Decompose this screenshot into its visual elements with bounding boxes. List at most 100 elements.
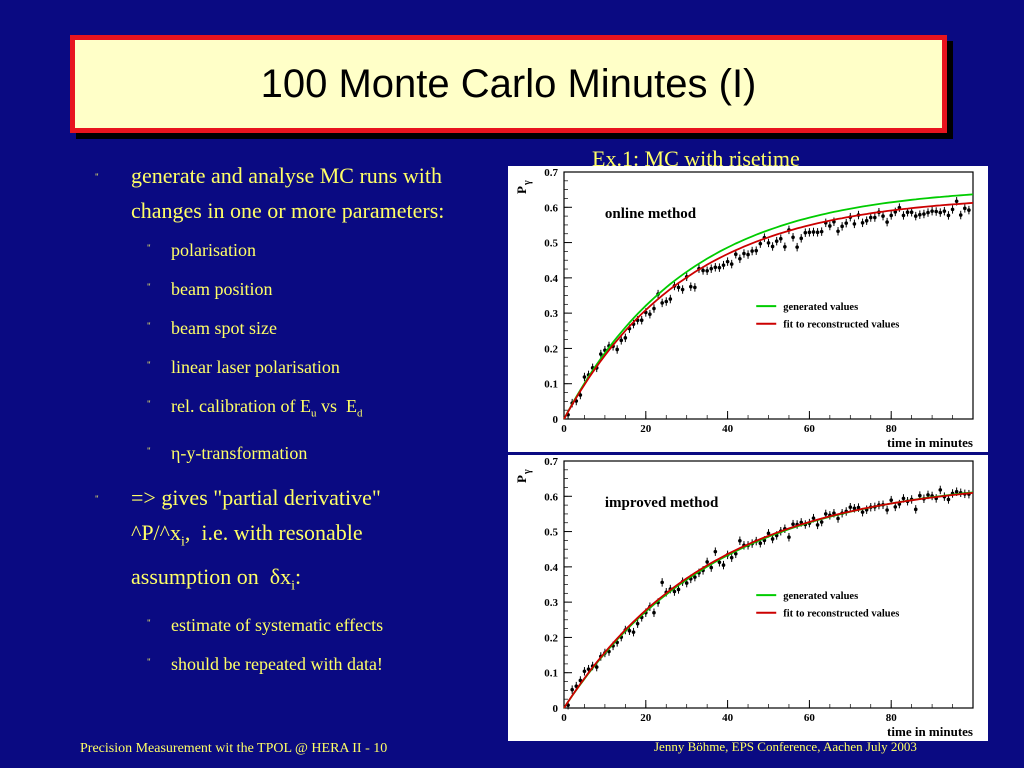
online-ytick-label: 0.7 xyxy=(544,167,558,179)
online-data-point xyxy=(942,209,947,213)
online-data-point xyxy=(918,212,922,217)
improved-data-point xyxy=(631,630,636,634)
online-data-point xyxy=(963,206,967,211)
sub-bullet: " estimate of systematic effects xyxy=(95,613,495,637)
online-data-point xyxy=(652,306,656,311)
online-legend-generated-label: generated values xyxy=(783,302,858,313)
online-data-point xyxy=(709,266,714,271)
improved-data-point xyxy=(823,512,828,516)
improved-data-point xyxy=(885,508,889,512)
online-data-point xyxy=(958,213,963,217)
improved-data-point xyxy=(926,493,930,497)
improved-ytick-label: 0.7 xyxy=(544,456,558,468)
online-generated-curve xyxy=(563,193,974,420)
footer-left: Precision Measurement wit the TPOL @ HER… xyxy=(80,741,388,756)
improved-data-point xyxy=(570,687,574,692)
online-data-point xyxy=(738,257,742,261)
online-ytick-label: 0 xyxy=(553,414,559,426)
improved-data-point xyxy=(729,555,734,560)
sub-bullet-text: linear laser polarisation xyxy=(171,357,340,377)
improved-ytick-label: 0.3 xyxy=(544,597,558,609)
online-data-point xyxy=(750,249,754,253)
online-data-point xyxy=(819,229,824,234)
improved-data-point xyxy=(627,628,632,633)
online-data-point xyxy=(913,214,918,218)
improved-ytick-label: 0.1 xyxy=(544,668,558,680)
improved-xtick-label: 40 xyxy=(722,712,734,724)
online-data-point xyxy=(742,251,746,256)
improved-data-point xyxy=(672,589,677,594)
improved-data-point xyxy=(918,493,922,498)
calib-prefix: rel. calibration of E xyxy=(171,396,311,416)
improved-data-point xyxy=(758,541,763,546)
bullet-main-1: " generate and analyse MC runs with chan… xyxy=(95,158,495,228)
improved-ytick-label: 0.5 xyxy=(544,527,558,539)
online-data-point xyxy=(599,352,603,356)
improved-data-point xyxy=(893,505,898,509)
online-ylabel: P xyxy=(514,186,529,194)
online-data-point xyxy=(791,235,795,240)
online-data-point xyxy=(766,241,771,245)
bullet-marker: " xyxy=(147,399,151,409)
improved-ytick-label: 0.2 xyxy=(544,632,558,644)
online-data-point xyxy=(770,244,775,249)
improved-data-point xyxy=(660,580,664,585)
improved-generated-curve xyxy=(563,491,974,709)
main2-pre: ^P/^x xyxy=(131,519,181,545)
online-data-point xyxy=(799,236,804,241)
online-data-point xyxy=(836,229,840,234)
improved-ylabel-sub: γ xyxy=(522,469,533,475)
sub-bullet-text: beam spot size xyxy=(171,318,277,338)
improved-method-label: improved method xyxy=(605,495,719,511)
online-data-point xyxy=(901,213,906,218)
online-data-point xyxy=(774,239,779,243)
online-ylabel-sub: γ xyxy=(522,180,533,186)
main2-line1: => gives "partial derivative" xyxy=(131,484,381,510)
online-ytick-label: 0.5 xyxy=(544,238,558,250)
online-data-point xyxy=(778,236,783,241)
chart-online: 0 0.1 0.2 0.3 0.4 0.5 0.6 0.7 0 20 40 60 80 time in m… xyxy=(508,166,988,452)
online-ytick-label: 0.6 xyxy=(544,202,558,214)
online-data-point xyxy=(615,347,619,352)
calib-mid: vs E xyxy=(316,396,357,416)
online-data-point xyxy=(713,265,718,270)
online-data-point xyxy=(795,245,799,249)
main2-colon: : xyxy=(295,563,302,589)
online-data-point xyxy=(950,207,955,212)
online-xtick-label: 0 xyxy=(561,423,567,435)
online-data-point xyxy=(676,285,681,290)
improved-data-point xyxy=(721,563,726,567)
online-ytick-label: 0.2 xyxy=(544,343,558,355)
online-data-point xyxy=(807,230,812,235)
sub-bullet: " should be repeated with data! xyxy=(95,652,495,676)
slide-title: 100 Monte Carlo Minutes (I) xyxy=(260,61,757,106)
online-data-point xyxy=(922,212,926,216)
bullet-text: generate and analyse MC runs with change… xyxy=(131,163,445,223)
sub-bullet-calibration: " rel. calibration of Eu vs Ed xyxy=(95,394,495,426)
sub-bullet-text: polarisation xyxy=(171,240,256,260)
online-ytick-label: 0.1 xyxy=(544,379,558,391)
online-data-point xyxy=(967,208,971,212)
title-box: 100 Monte Carlo Minutes (I) xyxy=(70,35,947,133)
online-data-point xyxy=(729,262,734,266)
sub-bullet: " beam spot size xyxy=(95,316,495,340)
bullet-marker: " xyxy=(95,493,99,504)
bullet-marker: " xyxy=(95,172,99,182)
online-data-point xyxy=(648,312,652,317)
improved-data-point xyxy=(848,505,853,510)
improved-data-point xyxy=(582,669,587,674)
sub-bullet: " beam position xyxy=(95,277,495,301)
online-ytick-label: 0.4 xyxy=(544,273,558,285)
improved-data-point xyxy=(938,488,943,492)
online-data-point xyxy=(721,263,726,267)
improved-data-point xyxy=(889,498,893,502)
online-data-point xyxy=(873,215,877,220)
online-xtick-label: 60 xyxy=(804,423,816,435)
main2-sub-i: i xyxy=(181,533,185,549)
improved-data-point xyxy=(819,520,824,524)
calib-sub-u: u xyxy=(310,407,317,420)
bullet-marker: " xyxy=(147,243,151,253)
improved-data-point xyxy=(705,560,709,564)
bullet-marker: " xyxy=(147,618,151,629)
